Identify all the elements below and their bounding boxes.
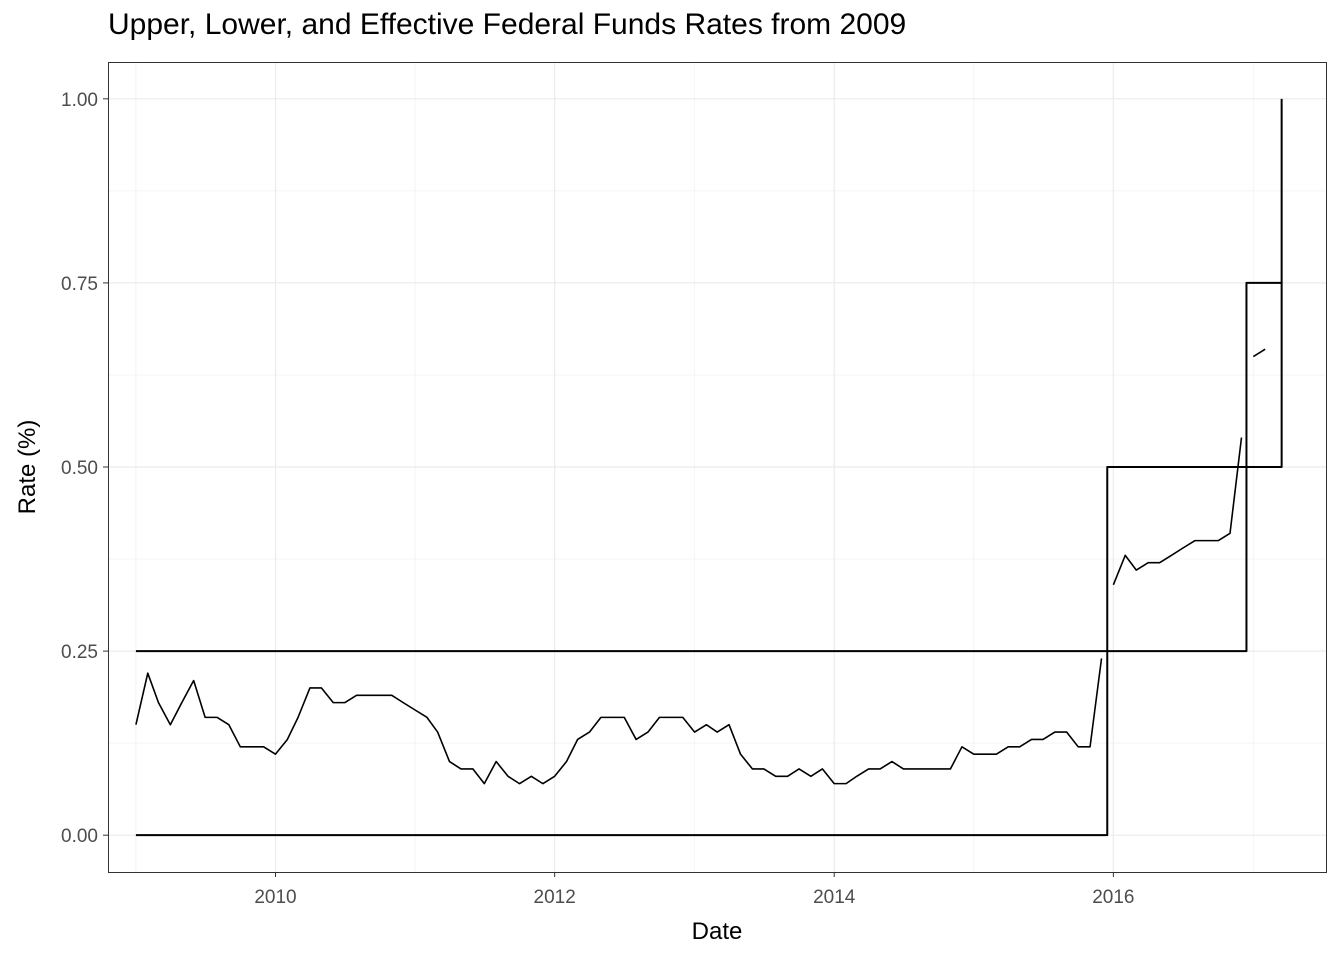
effective-rate-line (135, 348, 1266, 785)
y-tick-label: 0.50 (61, 458, 98, 479)
x-axis-title: Date (692, 918, 743, 945)
chart-title: Upper, Lower, and Effective Federal Fund… (108, 8, 907, 41)
panel-border (108, 62, 1327, 873)
x-tick-label: 2016 (1092, 887, 1134, 908)
y-tick-label: 1.00 (61, 90, 98, 111)
y-axis: 0.00 0.25 0.50 0.75 1.00 (61, 90, 108, 847)
lower-rate-line (135, 282, 1283, 837)
y-tick-label: 0.00 (61, 826, 98, 847)
series-layer (135, 98, 1283, 837)
x-tick-label: 2014 (813, 887, 856, 908)
x-axis: 2010 2012 2014 2016 (254, 872, 1135, 908)
x-tick-label: 2010 (254, 887, 296, 908)
y-tick-label: 0.75 (61, 274, 98, 295)
y-axis-title: Rate (%) (14, 420, 41, 515)
y-tick-label: 0.25 (61, 642, 98, 663)
x-tick-label: 2012 (534, 887, 576, 908)
